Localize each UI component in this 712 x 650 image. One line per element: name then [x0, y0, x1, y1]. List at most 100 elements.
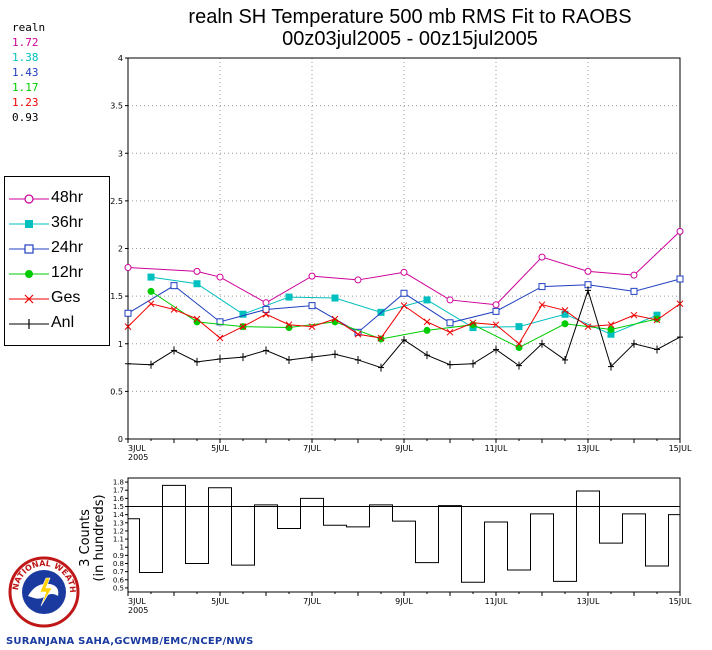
legend-label-36hr: 36hr: [51, 214, 84, 231]
y-tick-label: 2: [118, 245, 123, 254]
legend-marker-48hr: [9, 194, 49, 204]
series-48hr-point: [124, 264, 132, 272]
series-anl-point: [171, 346, 177, 355]
series-anl-point: [194, 357, 200, 366]
series-36hr-point: [147, 273, 155, 281]
legend-marker-36hr: [9, 220, 49, 228]
series-ges-point-stroke: [446, 328, 454, 336]
series-24hr-point: [216, 318, 224, 326]
series-ges-point: [308, 323, 316, 330]
bar-x-tick-label: 13JUL: [577, 597, 600, 606]
legend-label-24hr: 24hr: [51, 239, 84, 256]
series-ges-point: [285, 321, 293, 329]
series-ges-point-stroke: [262, 310, 270, 318]
series-ges-point: [446, 328, 454, 336]
series-24hr-point: [446, 319, 454, 327]
series-ges-point: [216, 334, 224, 342]
bar-y-tick-label: 0.7: [113, 568, 124, 576]
series-24hr-point: [124, 309, 132, 317]
series-ges-point: [676, 300, 684, 308]
y-tick-label: 2.5: [110, 197, 123, 206]
bar-y-axis-label: 3 Counts(in hundreds): [78, 494, 107, 581]
series-36hr-point: [653, 311, 661, 319]
bar-y-tick-label: 1.6: [113, 495, 125, 503]
series-ges-point: [124, 323, 132, 330]
y-tick-label: 1: [118, 340, 123, 349]
series-36hr-point: [239, 310, 247, 318]
series-48hr-point: [446, 296, 454, 304]
series-ges-point-stroke: [676, 300, 684, 308]
series-ges-point: [469, 319, 477, 327]
series-48hr-point: [193, 267, 201, 275]
legend-item-ges: Ges: [5, 287, 109, 311]
bar-y-axis-label-line1: 3 Counts: [78, 509, 93, 567]
series-ges-point-stroke: [170, 306, 178, 313]
series-48hr-point: [216, 273, 224, 281]
series-ges-point: [400, 302, 408, 310]
series-12hr-point: [147, 287, 155, 295]
x-tick-label: 3JUL: [128, 444, 146, 453]
rms-value-ges: 1.23: [12, 96, 39, 109]
series-ges-point-stroke: [193, 315, 201, 323]
bar-x-tick-label: 9JUL: [395, 597, 413, 606]
nws-logo: NATIONAL WEATHER SERVICE: [6, 552, 80, 628]
series-12hr-line: [150, 290, 658, 349]
rms-value-anl: 0.93: [12, 111, 39, 124]
series-36hr-point: [193, 280, 201, 288]
series-anl-point: [240, 353, 246, 362]
y-tick-label: 3.5: [110, 102, 123, 111]
series-ges-point: [354, 330, 362, 338]
chart-title: realn SH Temperature 500 mb RMS Fit to R…: [188, 6, 632, 28]
series-ges-point-stroke: [561, 307, 569, 314]
count-histogram: [128, 484, 680, 583]
series-ges-point-stroke: [653, 316, 661, 324]
series-48hr-point: [676, 227, 684, 235]
series-24hr-point: [676, 275, 684, 283]
series-anl-line: [127, 288, 681, 369]
bar-x-tick-label: 5JUL: [211, 597, 229, 606]
series-ges-point-stroke: [515, 340, 523, 348]
rms-value-48hr: 1.72: [12, 36, 39, 49]
series-24hr-point: [262, 305, 270, 313]
x-tick-label: 5JUL: [211, 444, 229, 453]
series-36hr-point: [331, 294, 339, 302]
legend-item-36hr: 36hr: [5, 212, 109, 236]
series-ges-point: [331, 315, 339, 323]
series-ges-point-stroke: [147, 300, 155, 308]
series-48hr-point: [308, 272, 316, 280]
series-ges-point: [515, 340, 523, 348]
series-ges-point-stroke: [469, 319, 477, 327]
series-ges-point: [653, 316, 661, 324]
bar-y-tick-label: 1.1: [113, 536, 124, 544]
bar-plot-frame: [127, 477, 681, 593]
series-48hr-point: [492, 301, 500, 309]
series-24hr-point: [308, 302, 316, 310]
x-tick-sublabel: 2005: [128, 453, 148, 462]
series-ges-point-stroke: [285, 321, 293, 329]
x-tick-label: 11JUL: [485, 444, 508, 453]
bar-y-tick-label: 1.3: [113, 519, 124, 527]
bar-y-tick-label: 1.8: [113, 479, 124, 487]
x-tick-label: 15JUL: [669, 444, 692, 453]
series-anl-point: [585, 286, 591, 295]
bar-y-tick-label: 1: [120, 544, 124, 552]
rms-value-36hr: 1.38: [12, 51, 39, 64]
series-24hr-point: [400, 289, 408, 297]
legend-marker-24hr: [9, 244, 49, 254]
x-tick-label: 7JUL: [303, 444, 321, 453]
series-ges-point: [170, 306, 178, 313]
y-tick-label: 1.5: [110, 292, 123, 301]
series-48hr-point: [538, 253, 546, 261]
series-ges-point: [193, 315, 201, 323]
series-ges-point-stroke: [423, 318, 431, 326]
series-anl-point: [493, 345, 499, 354]
bar-y-tick-label: 0.9: [113, 552, 124, 560]
series-anl-point: [562, 355, 568, 364]
legend-label-ges: Ges: [51, 289, 81, 306]
series-anl-point: [217, 354, 223, 363]
rms-summary: realn 1.72 1.38 1.43 1.17 1.23 0.93: [12, 20, 45, 125]
credit-text: SURANJANA SAHA,GCWMB/EMC/NCEP/NWS: [6, 636, 254, 647]
series-ges-point: [561, 307, 569, 314]
series-48hr-point: [584, 267, 592, 275]
